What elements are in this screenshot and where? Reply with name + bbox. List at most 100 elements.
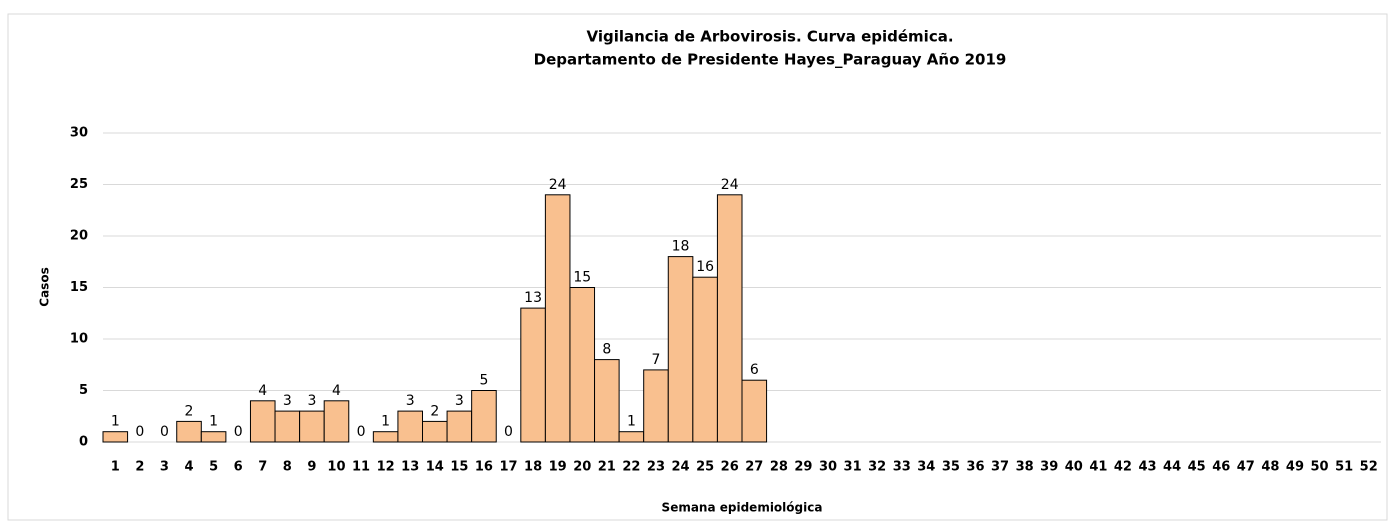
chart-title: Departamento de Presidente Hayes_Paragua… bbox=[534, 51, 1007, 69]
bar bbox=[741, 379, 768, 443]
y-tick-label: 10 bbox=[70, 332, 88, 347]
data-label: 5 bbox=[479, 373, 488, 389]
bar bbox=[544, 194, 571, 443]
data-label: 6 bbox=[750, 362, 759, 378]
x-tick-label: 1 bbox=[111, 460, 120, 475]
y-tick-label: 15 bbox=[70, 280, 88, 295]
bar bbox=[667, 256, 694, 443]
bar bbox=[716, 194, 743, 443]
x-tick-label: 41 bbox=[1089, 460, 1107, 475]
chart-title: Vigilancia de Arbovirosis. Curva epidémi… bbox=[586, 28, 953, 46]
bar bbox=[520, 307, 546, 443]
x-tick-label: 21 bbox=[598, 460, 616, 475]
x-tick-label: 29 bbox=[794, 460, 812, 475]
data-label: 2 bbox=[430, 403, 439, 419]
data-label: 16 bbox=[696, 259, 714, 275]
x-tick-label: 32 bbox=[868, 460, 886, 475]
x-tick-label: 40 bbox=[1065, 460, 1083, 475]
bar bbox=[372, 431, 399, 443]
data-label: 13 bbox=[524, 290, 542, 306]
x-tick-label: 36 bbox=[966, 460, 984, 475]
data-label: 3 bbox=[455, 393, 464, 409]
data-label: 3 bbox=[307, 393, 316, 409]
bar bbox=[422, 420, 448, 443]
x-tick-label: 6 bbox=[234, 460, 243, 475]
data-label: 18 bbox=[672, 239, 690, 255]
bar bbox=[569, 287, 596, 443]
y-axis-label: Casos bbox=[38, 267, 52, 306]
data-label: 3 bbox=[406, 393, 415, 409]
x-tick-label: 5 bbox=[209, 460, 218, 475]
bar bbox=[323, 400, 350, 443]
data-label: 24 bbox=[721, 177, 739, 193]
data-label: 3 bbox=[283, 393, 292, 409]
bar bbox=[299, 410, 325, 443]
x-tick-label: 4 bbox=[184, 460, 193, 475]
data-label: 1 bbox=[627, 414, 636, 430]
data-label: 1 bbox=[209, 414, 218, 430]
data-label: 7 bbox=[652, 352, 661, 368]
x-tick-label: 42 bbox=[1114, 460, 1132, 475]
x-tick-label: 31 bbox=[844, 460, 862, 475]
data-label: 4 bbox=[332, 383, 341, 399]
y-tick-label: 25 bbox=[70, 177, 88, 192]
x-tick-label: 44 bbox=[1163, 460, 1181, 475]
bar bbox=[471, 390, 497, 443]
data-label: 0 bbox=[234, 424, 243, 440]
x-tick-label: 50 bbox=[1311, 460, 1329, 475]
data-label: 0 bbox=[357, 424, 366, 440]
x-tick-label: 20 bbox=[573, 460, 591, 475]
data-label: 8 bbox=[602, 342, 611, 358]
bar bbox=[643, 369, 669, 443]
x-tick-label: 7 bbox=[258, 460, 267, 475]
x-tick-label: 23 bbox=[647, 460, 665, 475]
x-tick-label: 16 bbox=[475, 460, 493, 475]
x-tick-label: 34 bbox=[917, 460, 935, 475]
x-tick-label: 27 bbox=[745, 460, 763, 475]
x-tick-label: 52 bbox=[1360, 460, 1378, 475]
data-label: 1 bbox=[381, 414, 390, 430]
x-tick-label: 45 bbox=[1188, 460, 1206, 475]
x-tick-label: 30 bbox=[819, 460, 837, 475]
bar bbox=[200, 431, 227, 443]
data-label: 1 bbox=[111, 414, 120, 430]
y-tick-label: 0 bbox=[79, 435, 88, 450]
x-tick-label: 46 bbox=[1212, 460, 1230, 475]
x-tick-label: 37 bbox=[991, 460, 1009, 475]
data-label: 15 bbox=[573, 270, 591, 286]
y-tick-label: 5 bbox=[79, 383, 88, 398]
x-tick-label: 3 bbox=[160, 460, 169, 475]
bar bbox=[397, 410, 423, 443]
bar bbox=[176, 420, 202, 443]
bar bbox=[446, 410, 473, 443]
data-label: 4 bbox=[258, 383, 267, 399]
x-tick-label: 15 bbox=[450, 460, 468, 475]
x-axis-label: Semana epidemiológica bbox=[662, 501, 823, 515]
x-tick-label: 35 bbox=[942, 460, 960, 475]
x-tick-label: 51 bbox=[1335, 460, 1353, 475]
x-tick-label: 2 bbox=[135, 460, 144, 475]
bar bbox=[249, 400, 276, 443]
x-tick-label: 19 bbox=[549, 460, 567, 475]
data-label: 24 bbox=[549, 177, 567, 193]
data-label: 0 bbox=[160, 424, 169, 440]
x-tick-label: 48 bbox=[1261, 460, 1279, 475]
x-tick-label: 17 bbox=[499, 460, 517, 475]
x-tick-label: 22 bbox=[622, 460, 640, 475]
x-tick-label: 49 bbox=[1286, 460, 1304, 475]
x-tick-label: 12 bbox=[377, 460, 395, 475]
x-tick-label: 47 bbox=[1237, 460, 1255, 475]
x-tick-label: 26 bbox=[721, 460, 739, 475]
x-tick-label: 13 bbox=[401, 460, 419, 475]
bar bbox=[618, 431, 645, 443]
x-tick-label: 24 bbox=[672, 460, 690, 475]
bar bbox=[102, 431, 129, 443]
x-tick-label: 25 bbox=[696, 460, 714, 475]
data-label: 0 bbox=[504, 424, 513, 440]
y-tick-label: 20 bbox=[70, 229, 88, 244]
data-label: 2 bbox=[185, 403, 194, 419]
x-tick-label: 10 bbox=[327, 460, 345, 475]
data-label: 0 bbox=[135, 424, 144, 440]
bar bbox=[274, 410, 301, 443]
